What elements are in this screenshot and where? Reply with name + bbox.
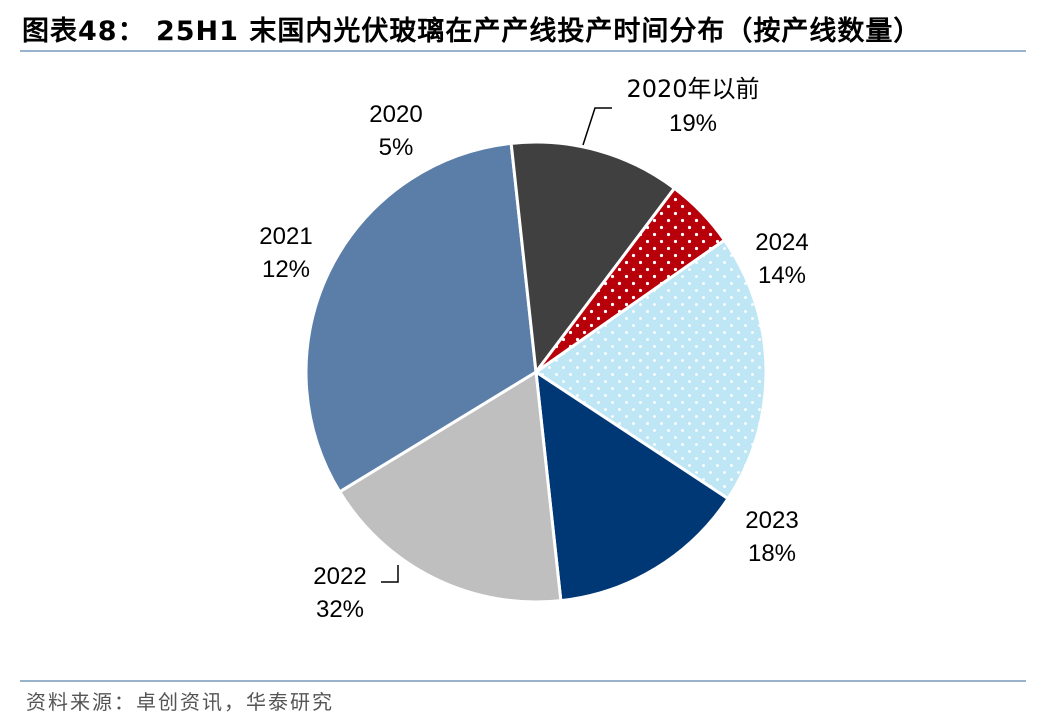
- slice-label-name: 2022: [313, 563, 366, 590]
- pie-slice-2022: [304, 141, 538, 494]
- pie-slice-2021: [509, 140, 676, 374]
- footer-divider: [20, 680, 1026, 682]
- pie-slice-2020: [534, 186, 726, 374]
- leader-line: [381, 565, 399, 583]
- leader-line: [582, 107, 612, 146]
- pie-slice-2023: [338, 370, 563, 604]
- title-divider: [20, 50, 1026, 52]
- slice-label-name: 2024: [755, 229, 808, 256]
- slice-label-value: 14%: [758, 262, 806, 289]
- source-note: 资料来源：卓创资讯，华泰研究: [26, 690, 334, 714]
- slice-label-name: 2023: [745, 507, 798, 534]
- slice-label-name: 2020年以前: [626, 75, 759, 103]
- slice-label-name: 2021: [259, 223, 312, 250]
- slice-label-value: 19%: [669, 110, 717, 137]
- slice-label-value: 18%: [748, 540, 796, 567]
- pie-slice-2024: [534, 370, 730, 603]
- pie-slice-2020年以前: [534, 238, 768, 501]
- slice-label-value: 5%: [379, 134, 414, 161]
- slice-label-value: 12%: [262, 256, 310, 283]
- chart-title: 图表48： 25H1 末国内光伏玻璃在产产线投产时间分布（按产线数量）: [22, 16, 922, 47]
- slice-label-name: 2020: [369, 101, 422, 128]
- slice-label-value: 32%: [316, 596, 364, 623]
